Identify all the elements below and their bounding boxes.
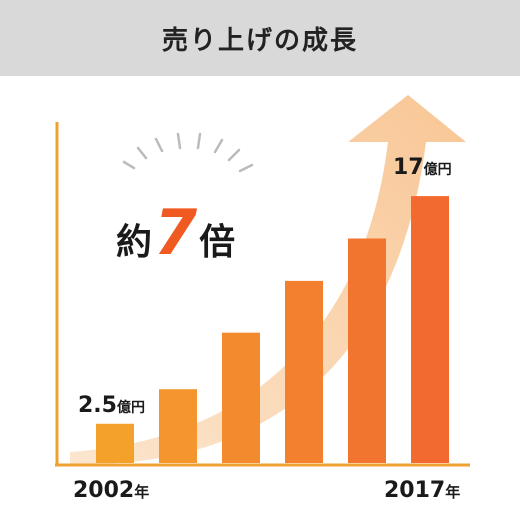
bar-2 [159, 389, 197, 463]
x-tick-end-year: 2017年 [384, 478, 461, 503]
growth-arrow [70, 95, 466, 465]
page-title: 売り上げの成長 [161, 25, 358, 56]
burst-lines-decoration [122, 132, 254, 173]
callout-suffix: 倍 [199, 222, 236, 263]
callout-multiplier: 7 [154, 196, 198, 269]
x-tick-start-year: 2002年 [73, 478, 150, 503]
first-bar-label: 2.5億円 [78, 393, 145, 418]
callout-prefix: 約 [116, 222, 153, 263]
header-bar: 売り上げの成長 [0, 0, 520, 76]
bar-4 [285, 280, 323, 463]
bar-1 [96, 423, 134, 463]
bar-3 [222, 332, 260, 463]
bar-5 [348, 238, 386, 463]
last-bar-label: 17億円 [393, 155, 452, 180]
bar-6 [411, 196, 449, 463]
growth-callout: 約7倍 [116, 196, 235, 269]
